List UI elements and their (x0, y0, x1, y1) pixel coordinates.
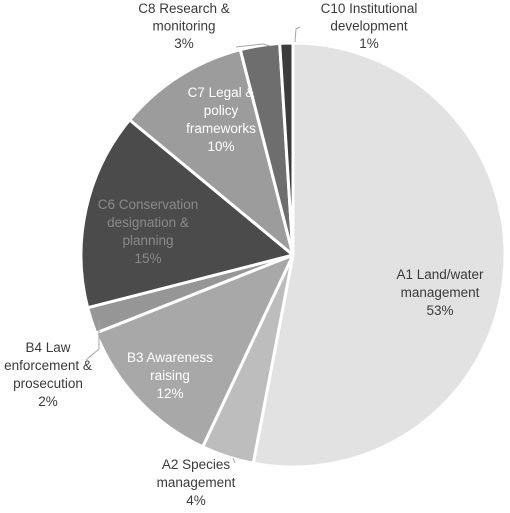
leader-line-8 (294, 26, 301, 43)
slice-label-2-line-1: A2 Species (162, 457, 231, 472)
slice-label-8: C10 Institutional development 1% (321, 1, 418, 51)
slice-label-4: B4 Law enforcement & prosecution 2% (4, 340, 92, 409)
slice-label-7-line-2: monitoring (152, 19, 215, 34)
slice-labels: A1 Land/water management 53% A2 Species mana… (4, 1, 484, 508)
pie-slice-1 (251, 41, 507, 469)
slice-label-8-line-3: 1% (359, 36, 379, 51)
slice-label-7-line-3: 3% (174, 36, 194, 51)
slice-label-4-line-2: enforcement & (4, 358, 92, 373)
pie-slice-8 (278, 41, 295, 257)
slice-label-5-line-1: C6 Conservation (98, 197, 199, 212)
slice-label-2-line-3: 4% (186, 493, 206, 508)
slice-label-5-line-4: 15% (134, 251, 161, 266)
slice-label-1-line-1: A1 Land/water (396, 267, 484, 282)
slice-label-5-line-3: planning (122, 233, 173, 248)
pie-slice-5 (79, 118, 295, 310)
slice-label-6-line-2: policy (204, 103, 239, 118)
slice-label-8-line-1: C10 Institutional (321, 1, 418, 16)
slice-label-7-line-1: C8 Research & (138, 1, 230, 16)
slice-label-6-line-1: C7 Legal & (188, 85, 255, 100)
slice-label-4-line-3: prosecution (13, 376, 83, 391)
slice-label-2: A2 Species management 4% (157, 457, 236, 508)
slice-label-6-line-3: frameworks (186, 121, 256, 136)
slice-label-5: C6 Conservation designation & planning 15% (98, 197, 199, 266)
leader-lines (85, 26, 301, 464)
slice-label-7: C8 Research & monitoring 3% (138, 1, 230, 51)
slice-label-2-line-2: management (157, 475, 236, 490)
slice-label-5-line-2: designation & (107, 215, 189, 230)
slice-label-1-line-3: 53% (426, 303, 453, 318)
leader-line-7 (235, 43, 271, 48)
slice-label-1: A1 Land/water management 53% (396, 267, 484, 318)
slice-label-3-line-2: raising (150, 368, 190, 383)
slice-label-1-line-2: management (401, 285, 480, 300)
slice-label-4-line-4: 2% (38, 394, 58, 409)
slice-label-3-line-1: B3 Awareness (127, 350, 213, 365)
slice-label-6-line-4: 10% (207, 139, 234, 154)
leader-line-4 (85, 320, 100, 361)
slice-label-3: B3 Awareness raising 12% (127, 350, 213, 401)
pie-slices (79, 41, 507, 469)
slice-label-8-line-2: development (330, 19, 408, 34)
pie-slice-3 (94, 253, 295, 449)
slice-label-6: C7 Legal & policy frameworks 10% (186, 85, 256, 154)
slice-label-4-line-1: B4 Law (25, 340, 70, 355)
slice-label-3-line-3: 12% (156, 386, 183, 401)
leader-line-2 (232, 457, 236, 464)
